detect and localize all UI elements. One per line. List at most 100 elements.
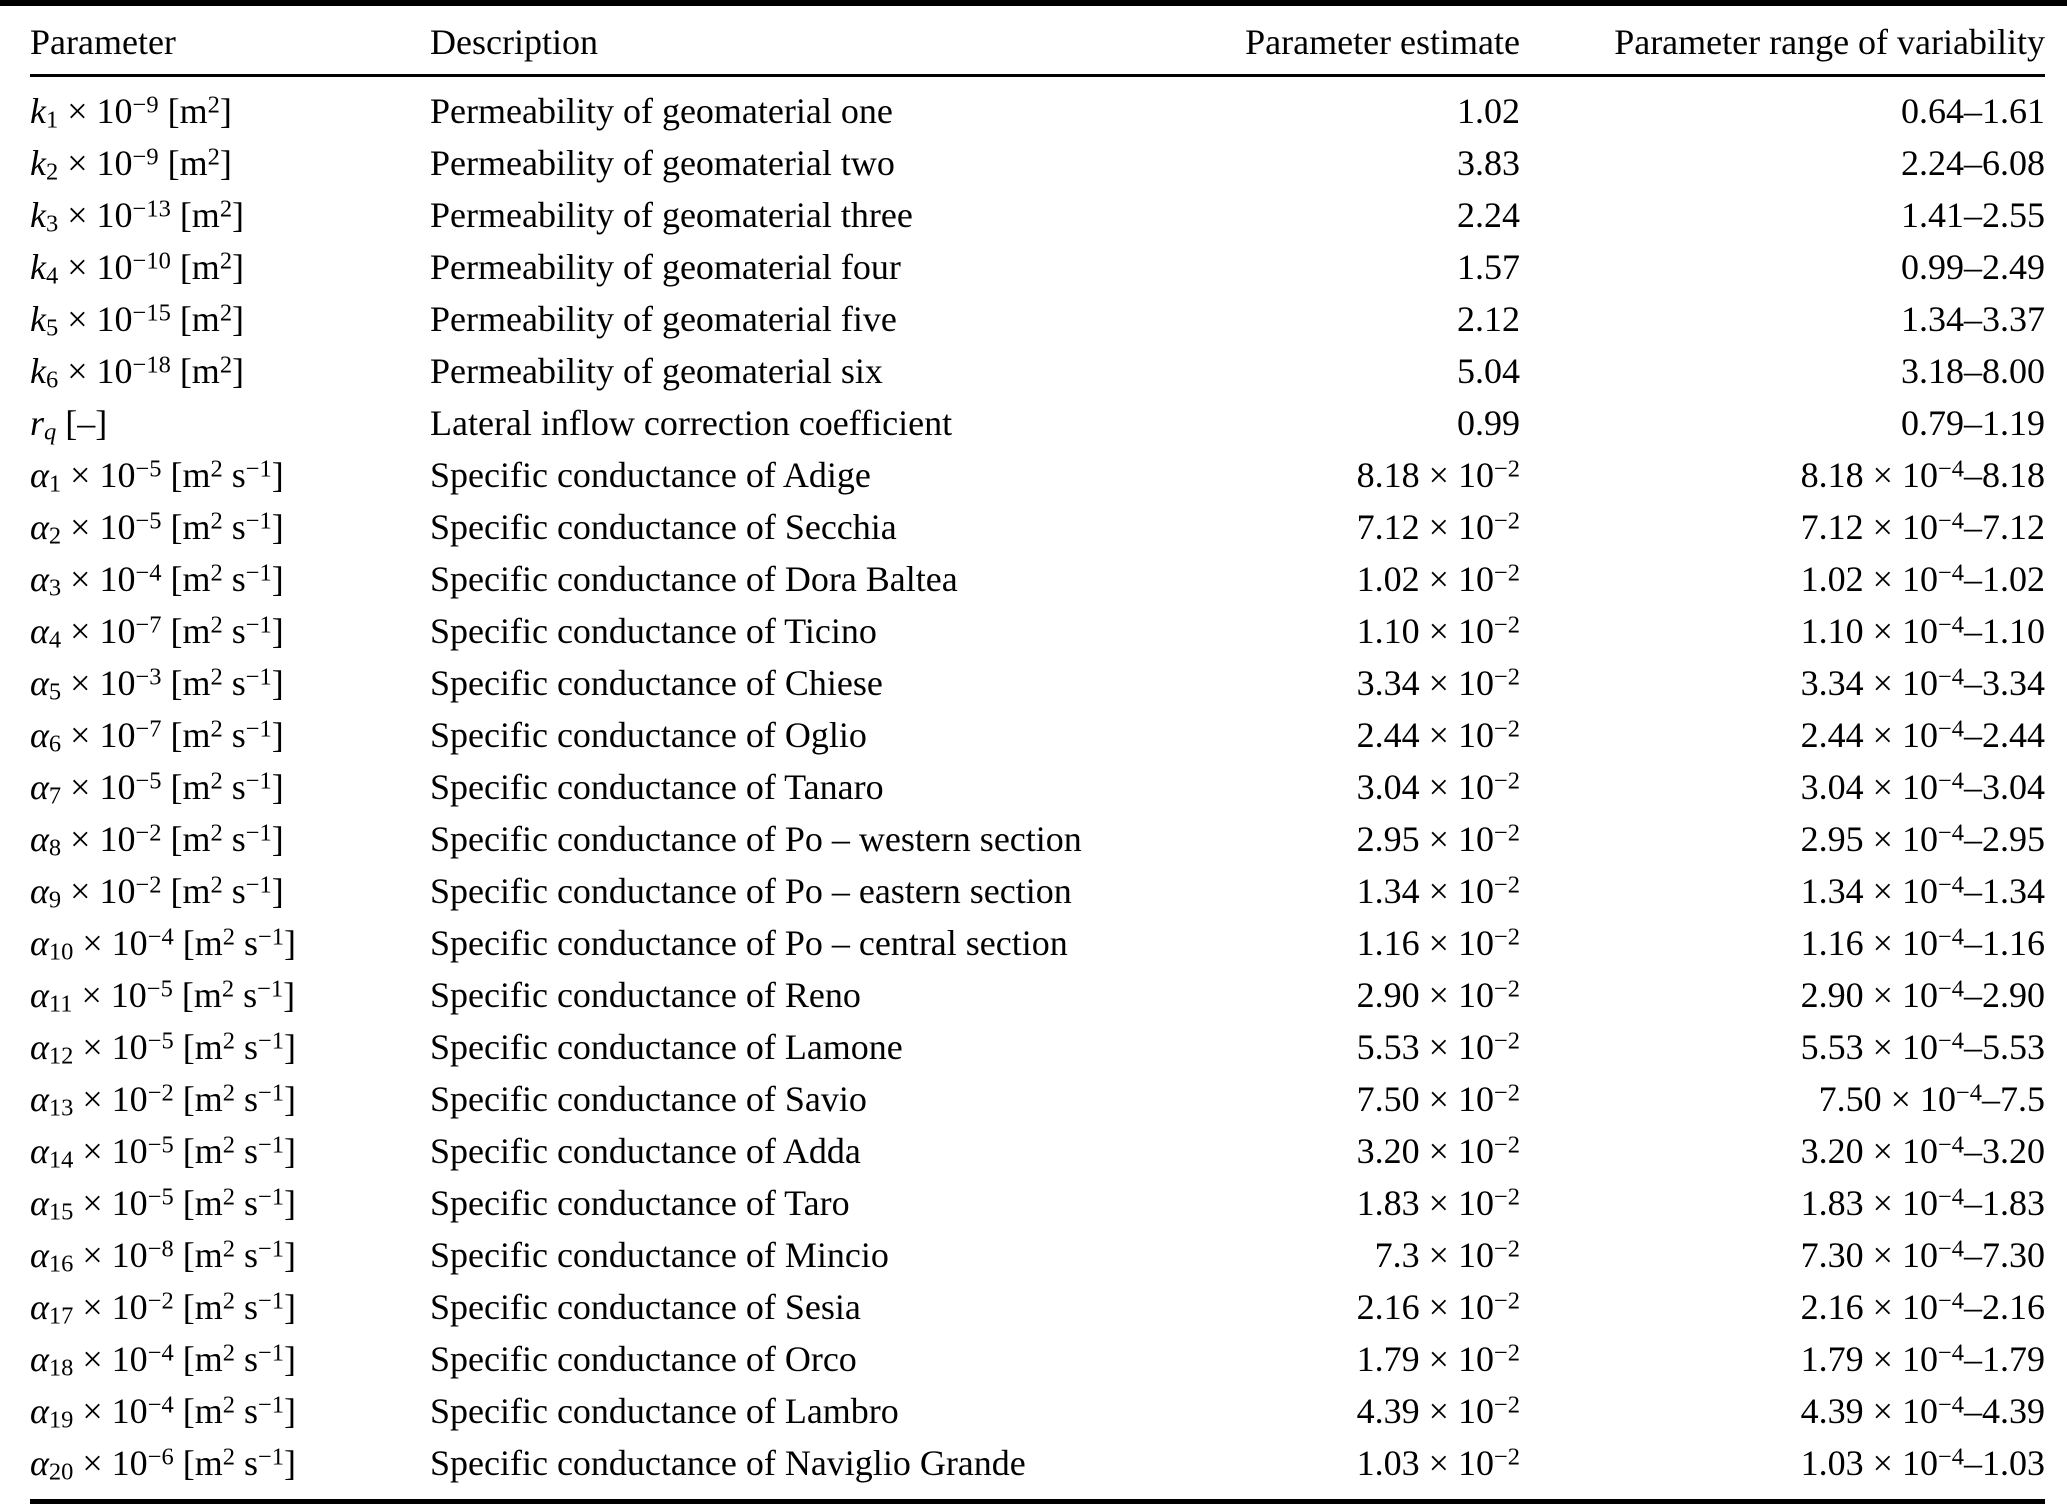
description-cell: Permeability of geomaterial four	[430, 247, 901, 287]
description-cell: Specific conductance of Po – eastern sec…	[430, 871, 1072, 911]
range-cell: 1.10 × 10−4–1.10	[1800, 611, 2045, 651]
estimate-cell: 2.95 × 10−2	[1356, 819, 1520, 859]
estimate-cell: 5.04	[1457, 351, 1520, 391]
col-header-parameter-estimate: Parameter estimate	[1245, 22, 1520, 62]
estimate-cell: 1.16 × 10−2	[1356, 923, 1520, 963]
range-cell: 1.41–2.55	[1901, 195, 2045, 235]
range-cell: 3.04 × 10−4–3.04	[1800, 767, 2045, 807]
table-row: α3 × 10−4 [m2 s−1] Specific conductance …	[30, 553, 2045, 605]
description-cell: Specific conductance of Dora Baltea	[430, 559, 958, 599]
estimate-cell: 2.16 × 10−2	[1356, 1287, 1520, 1327]
description-cell: Specific conductance of Lambro	[430, 1391, 899, 1431]
table-row: α18 × 10−4 [m2 s−1] Specific conductance…	[30, 1333, 2045, 1385]
description-cell: Permeability of geomaterial five	[430, 299, 897, 339]
range-cell: 3.34 × 10−4–3.34	[1800, 663, 2045, 703]
estimate-cell: 2.90 × 10−2	[1356, 975, 1520, 1015]
parameter-cell: α11 × 10−5 [m2 s−1]	[30, 975, 296, 1018]
range-cell: 1.34–3.37	[1901, 299, 2045, 339]
description-cell: Specific conductance of Adige	[430, 455, 871, 495]
estimate-cell: 3.83	[1457, 143, 1520, 183]
range-cell: 1.16 × 10−4–1.16	[1800, 923, 2045, 963]
range-cell: 1.83 × 10−4–1.83	[1800, 1183, 2045, 1223]
range-cell: 2.90 × 10−4–2.90	[1800, 975, 2045, 1015]
description-cell: Specific conductance of Mincio	[430, 1235, 889, 1275]
parameter-cell: α14 × 10−5 [m2 s−1]	[30, 1131, 297, 1174]
parameter-cell: α1 × 10−5 [m2 s−1]	[30, 455, 284, 498]
table-row: k5 × 10−15 [m2] Permeability of geomater…	[30, 293, 2045, 345]
estimate-cell: 1.57	[1457, 247, 1520, 287]
description-cell: Permeability of geomaterial one	[430, 91, 893, 131]
description-cell: Specific conductance of Oglio	[430, 715, 867, 755]
range-cell: 2.95 × 10−4–2.95	[1800, 819, 2045, 859]
table-row: α12 × 10−5 [m2 s−1] Specific conductance…	[30, 1021, 2045, 1073]
table-row: α8 × 10−2 [m2 s−1] Specific conductance …	[30, 813, 2045, 865]
range-cell: 1.34 × 10−4–1.34	[1800, 871, 2045, 911]
description-cell: Specific conductance of Taro	[430, 1183, 850, 1223]
table-row: α17 × 10−2 [m2 s−1] Specific conductance…	[30, 1281, 2045, 1333]
estimate-cell: 7.3 × 10−2	[1374, 1235, 1520, 1275]
parameter-cell: α18 × 10−4 [m2 s−1]	[30, 1339, 297, 1382]
parameter-cell: α17 × 10−2 [m2 s−1]	[30, 1287, 297, 1330]
parameter-cell: α15 × 10−5 [m2 s−1]	[30, 1183, 297, 1226]
parameter-cell: α10 × 10−4 [m2 s−1]	[30, 923, 297, 966]
estimate-cell: 0.99	[1457, 403, 1520, 443]
parameter-cell: k2 × 10−9 [m2]	[30, 143, 232, 186]
table-row: α2 × 10−5 [m2 s−1] Specific conductance …	[30, 501, 2045, 553]
range-cell: 2.16 × 10−4–2.16	[1800, 1287, 2045, 1327]
parameter-cell: k3 × 10−13 [m2]	[30, 195, 245, 238]
estimate-cell: 7.12 × 10−2	[1356, 507, 1520, 547]
estimate-cell: 3.04 × 10−2	[1356, 767, 1520, 807]
table-body: k1 × 10−9 [m2] Permeability of geomateri…	[30, 77, 2045, 1499]
parameter-cell: k6 × 10−18 [m2]	[30, 351, 245, 394]
parameter-cell: α4 × 10−7 [m2 s−1]	[30, 611, 284, 654]
description-cell: Specific conductance of Orco	[430, 1339, 857, 1379]
range-cell: 1.03 × 10−4–1.03	[1800, 1443, 2045, 1483]
table-row: α11 × 10−5 [m2 s−1] Specific conductance…	[30, 969, 2045, 1021]
parameter-cell: α6 × 10−7 [m2 s−1]	[30, 715, 284, 758]
estimate-cell: 1.02 × 10−2	[1356, 559, 1520, 599]
range-cell: 0.99–2.49	[1901, 247, 2045, 287]
description-cell: Specific conductance of Savio	[430, 1079, 867, 1119]
parameter-cell: α20 × 10−6 [m2 s−1]	[30, 1443, 297, 1486]
estimate-cell: 2.44 × 10−2	[1356, 715, 1520, 755]
estimate-cell: 8.18 × 10−2	[1356, 455, 1520, 495]
estimate-cell: 3.34 × 10−2	[1356, 663, 1520, 703]
table-row: α14 × 10−5 [m2 s−1] Specific conductance…	[30, 1125, 2045, 1177]
table-header-row: Parameter Description Parameter estimate…	[30, 6, 2045, 77]
estimate-cell: 1.83 × 10−2	[1356, 1183, 1520, 1223]
range-cell: 5.53 × 10−4–5.53	[1800, 1027, 2045, 1067]
estimate-cell: 2.24	[1457, 195, 1520, 235]
parameter-cell: k1 × 10−9 [m2]	[30, 91, 232, 134]
description-cell: Specific conductance of Adda	[430, 1131, 861, 1171]
estimate-cell: 1.02	[1457, 91, 1520, 131]
table-row: α1 × 10−5 [m2 s−1] Specific conductance …	[30, 449, 2045, 501]
estimate-cell: 2.12	[1457, 299, 1520, 339]
description-cell: Specific conductance of Po – central sec…	[430, 923, 1068, 963]
range-cell: 2.24–6.08	[1901, 143, 2045, 183]
estimate-cell: 4.39 × 10−2	[1356, 1391, 1520, 1431]
estimate-cell: 1.79 × 10−2	[1356, 1339, 1520, 1379]
parameter-cell: rq [–]	[30, 403, 108, 446]
table-row: α4 × 10−7 [m2 s−1] Specific conductance …	[30, 605, 2045, 657]
parameter-cell: α2 × 10−5 [m2 s−1]	[30, 507, 284, 550]
parameter-cell: k4 × 10−10 [m2]	[30, 247, 245, 290]
estimate-cell: 1.10 × 10−2	[1356, 611, 1520, 651]
table-row: α19 × 10−4 [m2 s−1] Specific conductance…	[30, 1385, 2045, 1437]
description-cell: Specific conductance of Reno	[430, 975, 861, 1015]
col-header-parameter: Parameter	[30, 22, 176, 62]
table-row: α7 × 10−5 [m2 s−1] Specific conductance …	[30, 761, 2045, 813]
estimate-cell: 3.20 × 10−2	[1356, 1131, 1520, 1171]
range-cell: 8.18 × 10−4–8.18	[1800, 455, 2045, 495]
table-row: k1 × 10−9 [m2] Permeability of geomateri…	[30, 85, 2045, 137]
table-row: k4 × 10−10 [m2] Permeability of geomater…	[30, 241, 2045, 293]
description-cell: Specific conductance of Lamone	[430, 1027, 903, 1067]
parameter-cell: α13 × 10−2 [m2 s−1]	[30, 1079, 297, 1122]
estimate-cell: 1.34 × 10−2	[1356, 871, 1520, 911]
range-cell: 2.44 × 10−4–2.44	[1800, 715, 2045, 755]
table-row: α16 × 10−8 [m2 s−1] Specific conductance…	[30, 1229, 2045, 1281]
parameter-cell: α12 × 10−5 [m2 s−1]	[30, 1027, 297, 1070]
table-row: α5 × 10−3 [m2 s−1] Specific conductance …	[30, 657, 2045, 709]
table-row: α20 × 10−6 [m2 s−1] Specific conductance…	[30, 1437, 2045, 1489]
estimate-cell: 7.50 × 10−2	[1356, 1079, 1520, 1119]
